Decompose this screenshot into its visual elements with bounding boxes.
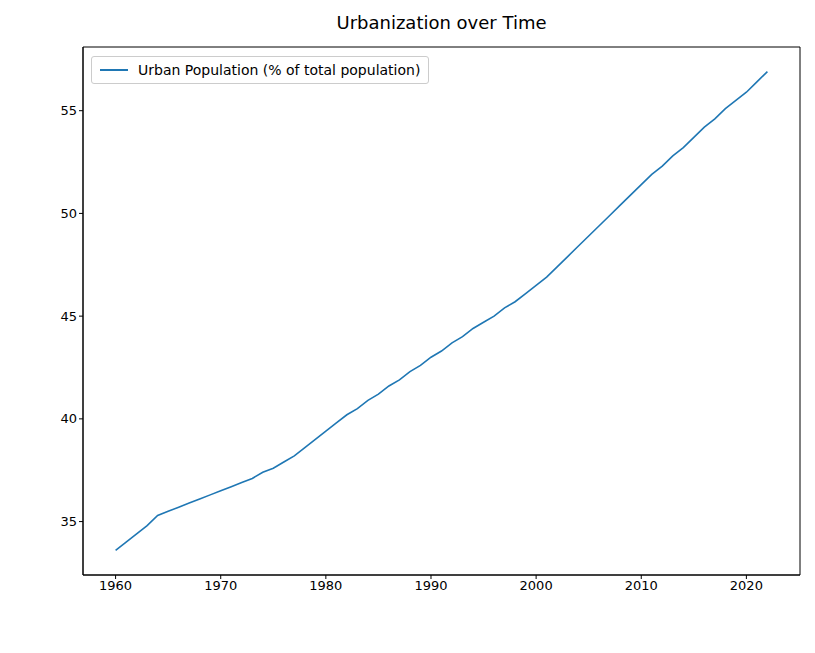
svg-text:40: 40 [60,411,77,426]
svg-text:1970: 1970 [204,578,237,593]
html-text:Urban Population (% of total p: Urban Population (% of total population) [138,62,421,78]
svg-text:45: 45 [60,309,77,324]
svg-text:2010: 2010 [625,578,658,593]
svg-text:55: 55 [60,103,77,118]
svg-text:1960: 1960 [99,578,132,593]
svg-text:1980: 1980 [309,578,342,593]
svg-text:2020: 2020 [730,578,763,593]
html-text:Urbanization over Time: Urbanization over Time [336,12,547,33]
svg-text:50: 50 [60,206,77,221]
svg-text:1990: 1990 [414,578,447,593]
svg-text:35: 35 [60,514,77,529]
svg-text:2000: 2000 [520,578,553,593]
